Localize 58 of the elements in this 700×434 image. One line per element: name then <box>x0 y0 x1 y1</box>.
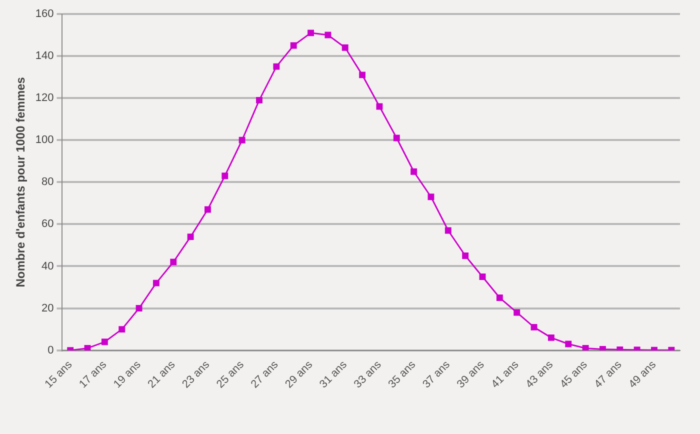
x-tick-label: 35 ans <box>386 358 418 391</box>
y-tick-label: 0 <box>48 344 54 356</box>
point <box>136 305 142 312</box>
x-tick-label: 23 ans <box>180 358 212 391</box>
x-tick-label: 19 ans <box>111 358 144 391</box>
x-tick-label: 39 ans <box>454 358 488 391</box>
y-tick-label: 40 <box>42 260 54 272</box>
x-tick-label: 47 ans <box>592 358 625 391</box>
x-tick-label: 27 ans <box>248 358 282 391</box>
y-tick-label: 140 <box>35 50 54 62</box>
point <box>222 172 228 180</box>
point <box>359 72 366 78</box>
point <box>428 194 434 200</box>
point <box>290 42 297 49</box>
point <box>514 309 520 316</box>
point <box>238 136 246 144</box>
x-tick-label: 37 ans <box>420 358 453 391</box>
x-tick-label: 31 ans <box>318 358 350 391</box>
point <box>565 340 572 348</box>
point <box>342 44 348 51</box>
y-tick-label: 80 <box>42 176 54 188</box>
point <box>308 30 314 36</box>
x-tick-label: 21 ans <box>146 358 178 391</box>
x-tick-label: 17 ans <box>77 358 110 391</box>
x-tick-label: 49 ans <box>626 358 659 391</box>
point <box>479 274 486 280</box>
point <box>444 227 452 234</box>
point <box>530 324 538 330</box>
point <box>462 252 469 259</box>
point <box>410 168 418 175</box>
y-tick-label: 60 <box>42 218 54 230</box>
point <box>548 334 554 341</box>
x-tick-label: 15 ans <box>42 358 75 391</box>
point <box>101 338 108 346</box>
point <box>84 344 91 350</box>
y-tick-label: 20 <box>42 302 54 314</box>
point <box>393 134 400 142</box>
point <box>170 258 177 266</box>
x-tick-label: 45 ans <box>558 358 590 391</box>
point <box>204 206 211 213</box>
x-tick-label: 25 ans <box>214 358 247 391</box>
point <box>273 63 280 70</box>
y-tick-label: 120 <box>35 92 54 104</box>
y-tick-label: 100 <box>35 134 54 146</box>
point <box>118 326 126 333</box>
x-tick-label: 33 ans <box>352 358 384 391</box>
x-tick-label: 41 ans <box>489 358 522 391</box>
point <box>376 103 383 110</box>
y-axis-title: Nombre d'enfants pour 1000 femmes <box>14 76 28 288</box>
x-tick-label: 29 ans <box>283 358 316 391</box>
point <box>187 234 194 240</box>
point <box>324 32 332 38</box>
point <box>582 344 589 350</box>
point <box>152 280 160 286</box>
x-tick-label: 43 ans <box>524 358 556 391</box>
point <box>496 294 503 301</box>
point <box>256 96 262 104</box>
y-tick-label: 160 <box>35 8 54 20</box>
